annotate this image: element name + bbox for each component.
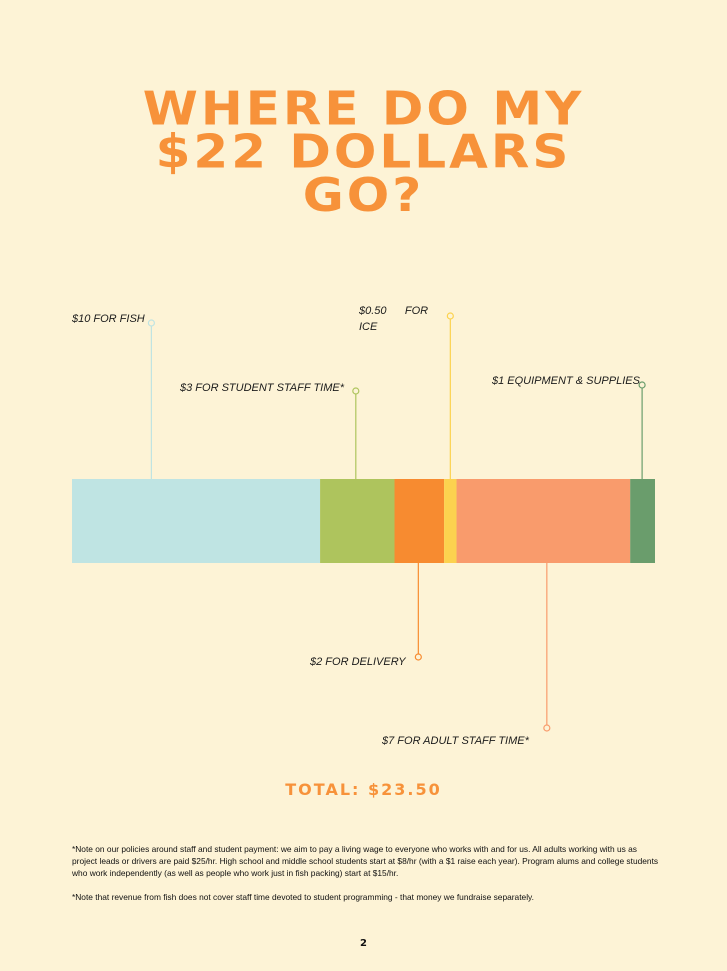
segment-label-1: $10 FOR FISH <box>71 313 145 325</box>
segment-label-4: $0.50 FOR ICE <box>358 305 428 333</box>
footnotes: *Note on our policies around staff and s… <box>72 843 662 915</box>
title-line-2: $22 DOLLARS <box>155 125 572 179</box>
connector-marker-2 <box>352 387 360 395</box>
chart-title: WHERE DO MY $22 DOLLARS GO? <box>40 82 687 222</box>
bar-segment-6 <box>630 479 655 563</box>
bar-segment-2 <box>320 479 395 563</box>
footnote-pay-policy: *Note on our policies around staff and s… <box>72 844 659 878</box>
connector-marker-5 <box>543 724 551 732</box>
total-label: TOTAL: $23.50 <box>285 780 442 799</box>
title-line-1: WHERE DO MY <box>142 82 585 136</box>
segment-label-5: $7 FOR ADULT STAFF TIME* <box>381 735 530 747</box>
connector-marker-1 <box>147 319 155 327</box>
bar-segment-5 <box>456 479 631 563</box>
page-number: 2 <box>360 938 367 949</box>
bar-segment-4 <box>444 479 457 563</box>
connector-marker-3 <box>414 653 422 661</box>
bar-segment-1 <box>72 479 321 563</box>
connector-marker-6 <box>638 381 646 389</box>
stacked-bar-chart: $10 FOR FISH $3 FOR STUDENT STAFF TIME* $2… <box>71 305 655 747</box>
connector-marker-4 <box>446 312 454 320</box>
bar-segment-3 <box>394 479 445 563</box>
segment-label-6: $1 EQUIPMENT & SUPPLIES <box>491 375 641 387</box>
segment-label-2: $3 FOR STUDENT STAFF TIME* <box>179 382 345 394</box>
segment-label-3: $2 FOR DELIVERY <box>309 656 406 668</box>
title-line-3: GO? <box>302 168 425 222</box>
footnote-fundraising: *Note that revenue from fish does not co… <box>72 892 534 902</box>
